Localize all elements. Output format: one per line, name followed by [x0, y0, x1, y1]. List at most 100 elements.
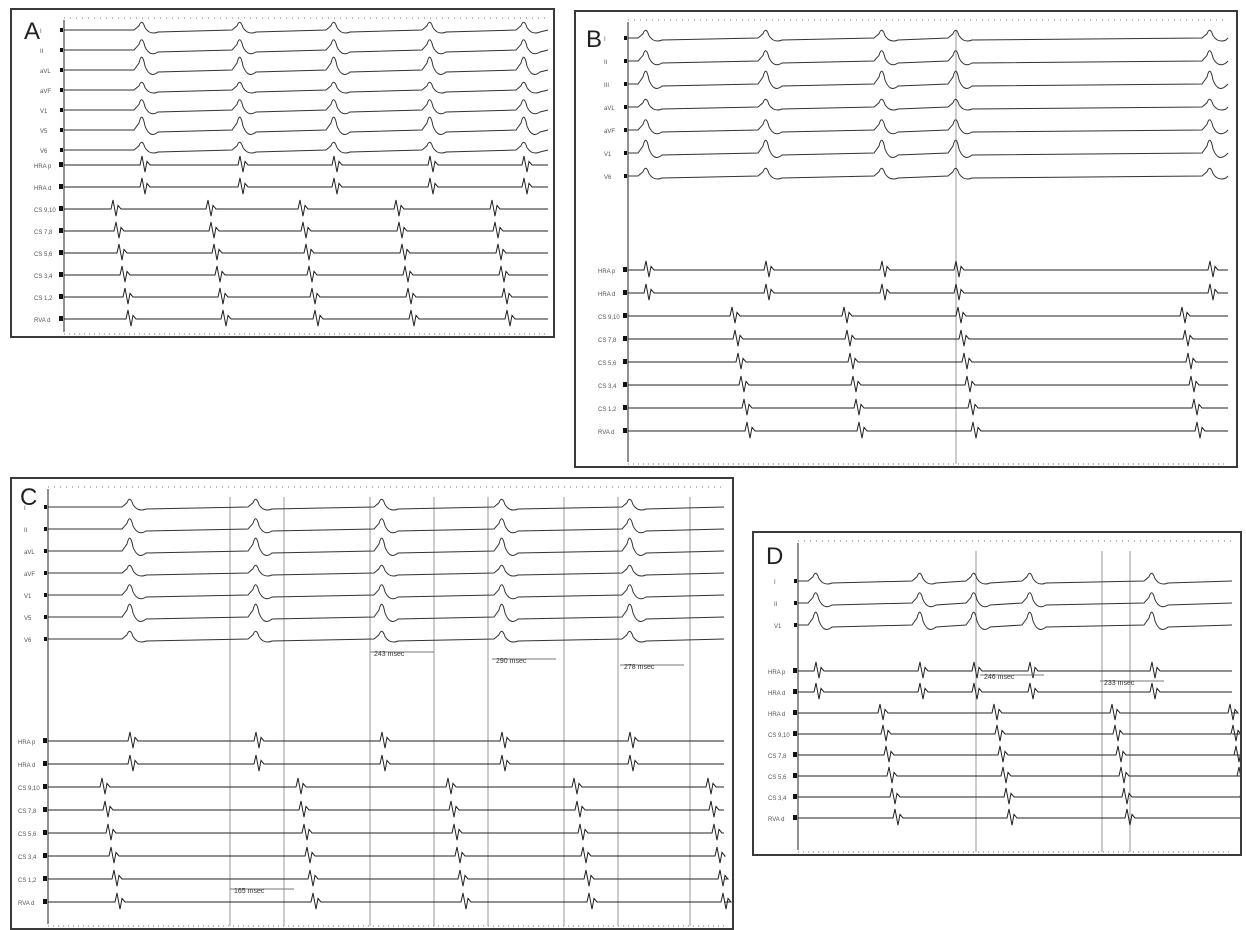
lead-marker	[59, 184, 63, 189]
lead-marker	[59, 272, 63, 277]
lead-marker	[44, 593, 47, 597]
lead-label: I	[774, 580, 776, 586]
lead-marker	[624, 36, 627, 40]
lead-label: V6	[24, 638, 32, 644]
lead-label: CS 3,4	[598, 384, 617, 390]
lead-marker	[60, 148, 63, 152]
surface-ecg-trace	[628, 139, 1229, 158]
lead-label: V5	[24, 616, 32, 622]
surface-ecg-trace	[48, 518, 725, 534]
intracardiac-electrogram	[64, 155, 548, 173]
lead-marker	[59, 206, 63, 211]
intracardiac-electrogram	[628, 260, 1228, 278]
lead-marker	[59, 162, 63, 167]
lead-label: HRA p	[34, 164, 52, 170]
lead-label: I	[40, 29, 42, 35]
surface-ecg-trace	[64, 81, 549, 94]
lead-label: CS 3,4	[34, 274, 53, 280]
lead-marker	[623, 405, 627, 410]
lead-marker	[623, 382, 627, 387]
interval-annotation: 246 msec	[984, 674, 1015, 681]
lead-marker	[624, 82, 627, 86]
surface-ecg-trace	[48, 584, 725, 600]
lead-label: aVF	[24, 572, 35, 578]
lead-marker	[793, 815, 797, 820]
surface-ecg-trace	[48, 603, 725, 622]
lead-label: HRA d	[34, 186, 51, 192]
lead-label: V5	[40, 129, 48, 135]
surface-ecg-trace	[798, 611, 1233, 630]
surface-ecg-trace	[628, 167, 1229, 180]
lead-marker	[793, 752, 797, 757]
panel-a-letter: A	[24, 18, 41, 45]
intracardiac-electrogram	[64, 265, 548, 283]
lead-label: V1	[604, 152, 612, 158]
intracardiac-electrogram	[798, 745, 1240, 763]
lead-marker	[623, 267, 627, 272]
lead-label: CS 7,8	[768, 754, 787, 760]
intracardiac-electrogram	[798, 766, 1240, 784]
lead-marker	[44, 505, 47, 509]
intracardiac-electrogram	[48, 846, 727, 864]
intracardiac-electrogram	[628, 352, 1228, 370]
panel-b: B I II III aVL aVF V1 V6 HRA p HRA d CS 9,10 CS 7,…	[574, 10, 1238, 468]
lead-marker	[793, 773, 797, 778]
surface-ecg-trace	[64, 141, 549, 154]
intracardiac-electrogram	[628, 375, 1228, 393]
lead-label: aVL	[604, 106, 615, 112]
lead-marker	[623, 290, 627, 295]
lead-marker	[44, 637, 47, 641]
lead-label: aVL	[24, 550, 35, 556]
lead-marker	[43, 853, 47, 858]
lead-marker	[793, 794, 797, 799]
interval-annotation: 243 msec	[374, 651, 405, 658]
surface-ecg-trace	[798, 572, 1233, 585]
lead-label: CS 7,8	[18, 809, 37, 815]
intracardiac-electrogram	[64, 221, 548, 239]
intracardiac-electrogram	[798, 661, 1232, 679]
lead-marker	[60, 28, 63, 32]
intracardiac-electrogram	[64, 309, 548, 327]
lead-label: aVF	[40, 89, 51, 95]
lead-label: V1	[774, 624, 782, 630]
lead-marker	[60, 48, 63, 52]
lead-label: HRA d	[598, 292, 615, 298]
lead-label: aVF	[604, 129, 615, 135]
surface-ecg-trace	[628, 70, 1229, 89]
lead-label: HRA d	[18, 763, 35, 769]
lead-label: HRA p	[598, 269, 616, 275]
intracardiac-electrogram	[48, 823, 724, 841]
intracardiac-electrogram	[48, 754, 724, 772]
lead-marker	[793, 668, 797, 673]
lead-marker	[59, 316, 63, 321]
lead-marker	[59, 294, 63, 299]
lead-label: RVA d	[598, 430, 614, 436]
lead-marker	[624, 174, 627, 178]
panel-b-letter: B	[586, 26, 603, 53]
lead-label: HRA p	[18, 740, 36, 746]
lead-marker	[793, 710, 797, 715]
surface-ecg-trace	[64, 99, 549, 115]
lead-label: I	[24, 506, 26, 512]
lead-marker	[43, 807, 47, 812]
intracardiac-electrogram	[798, 808, 1240, 826]
intracardiac-electrogram	[48, 869, 730, 887]
intracardiac-electrogram	[48, 777, 724, 795]
lead-label: CS 9,10	[598, 315, 620, 321]
lead-marker	[794, 623, 797, 627]
lead-marker	[794, 579, 797, 583]
lead-marker	[623, 336, 627, 341]
lead-marker	[59, 250, 63, 255]
lead-marker	[44, 527, 47, 531]
surface-ecg-trace	[64, 39, 549, 55]
interval-annotation: 290 msec	[496, 658, 527, 665]
lead-label: CS 7,8	[598, 338, 617, 344]
intracardiac-electrogram	[48, 892, 732, 910]
lead-label: II	[40, 49, 44, 55]
lead-label: CS 9,10	[18, 786, 40, 792]
lead-label: V1	[40, 109, 48, 115]
lead-label: CS 5,6	[34, 252, 53, 258]
intracardiac-electrogram	[628, 329, 1228, 347]
